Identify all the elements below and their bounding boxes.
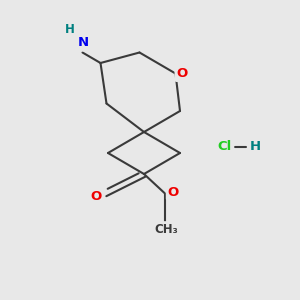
Text: H: H xyxy=(65,23,74,37)
Text: O: O xyxy=(90,190,102,203)
Text: H: H xyxy=(249,140,261,154)
Text: O: O xyxy=(168,185,179,199)
Text: N: N xyxy=(78,36,89,50)
Text: Cl: Cl xyxy=(218,140,232,154)
Text: O: O xyxy=(176,67,188,80)
Text: CH₃: CH₃ xyxy=(154,223,178,236)
